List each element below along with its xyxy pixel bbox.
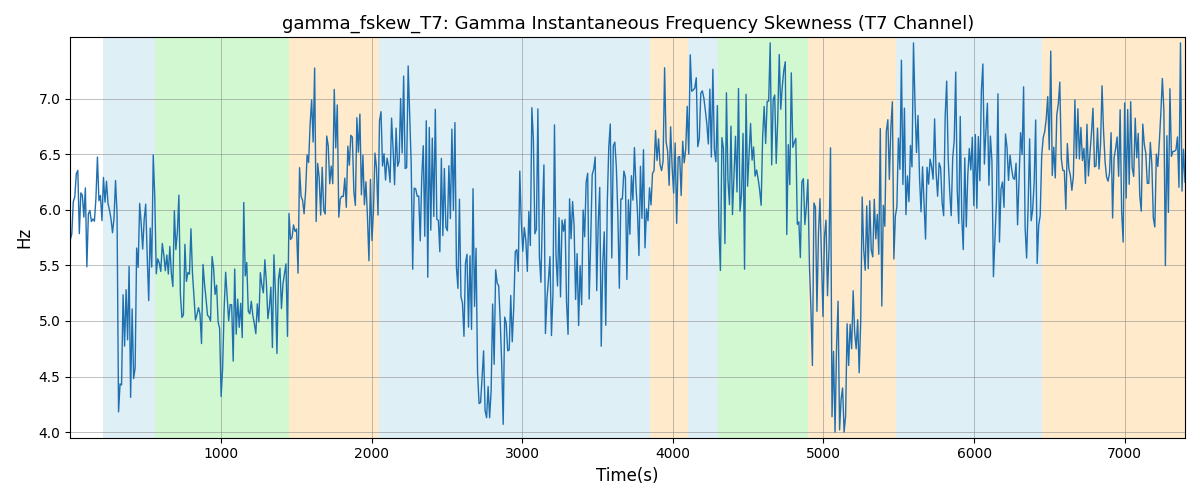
Bar bbox=[379, 38, 650, 438]
Title: gamma_fskew_T7: Gamma Instantaneous Frequency Skewness (T7 Channel): gamma_fskew_T7: Gamma Instantaneous Freq… bbox=[282, 15, 973, 34]
Bar bbox=[809, 38, 895, 438]
Bar bbox=[688, 38, 718, 438]
Bar bbox=[895, 38, 1042, 438]
Bar bbox=[650, 38, 688, 438]
Bar bbox=[155, 38, 289, 438]
Bar bbox=[289, 38, 379, 438]
Bar bbox=[718, 38, 809, 438]
X-axis label: Time(s): Time(s) bbox=[596, 467, 659, 485]
Bar bbox=[1042, 38, 1186, 438]
Y-axis label: Hz: Hz bbox=[16, 227, 34, 248]
Bar bbox=[103, 38, 155, 438]
